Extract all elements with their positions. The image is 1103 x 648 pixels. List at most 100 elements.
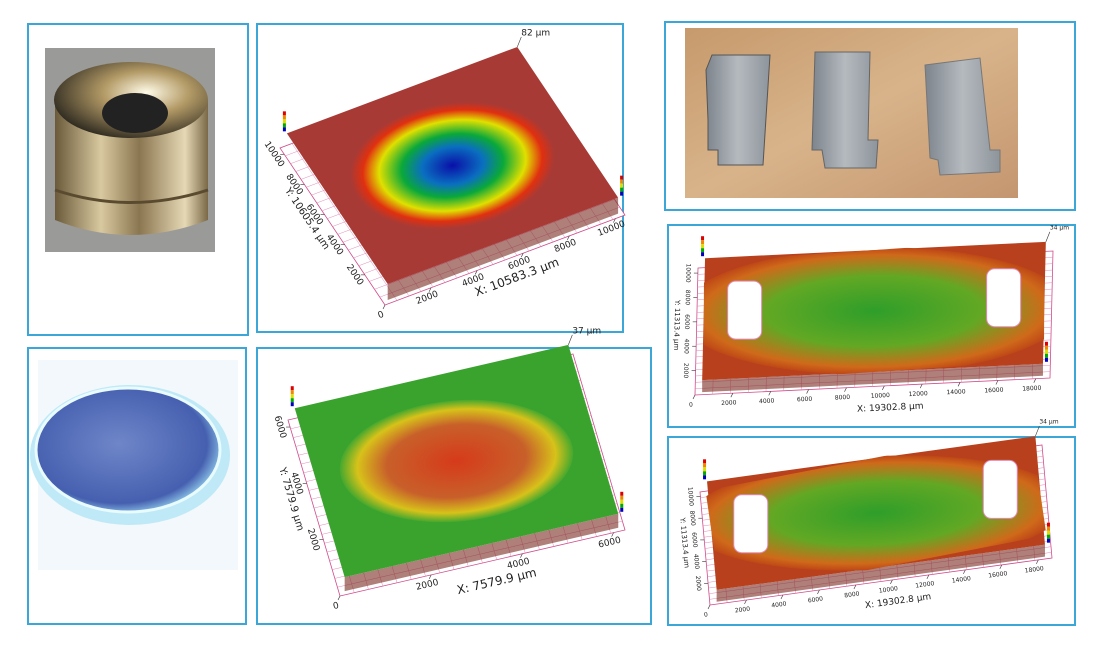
color-bar — [620, 495, 624, 500]
surface-relief — [700, 247, 1048, 375]
x-tick-label: 0 — [704, 611, 709, 618]
peak-marker — [517, 36, 522, 48]
y-tick-label: 2000 — [682, 363, 689, 379]
color-bar — [620, 503, 624, 508]
y-tick-label: 6000 — [690, 532, 698, 548]
y-tick-label: 2000 — [694, 575, 702, 591]
color-bar — [620, 191, 624, 196]
color-bar — [620, 179, 624, 184]
peak-label: 82 µm — [521, 28, 550, 38]
color-bar — [703, 463, 707, 468]
color-bar — [1044, 353, 1048, 358]
x-tick-label: 2000 — [721, 399, 737, 407]
x-tick — [520, 253, 524, 258]
x-tick — [853, 584, 857, 590]
x-tick — [882, 385, 885, 391]
color-bar — [620, 175, 624, 180]
color-bar — [1046, 526, 1050, 531]
y-tick-label: 8000 — [688, 510, 696, 526]
color-bar — [701, 248, 705, 253]
x-tick — [707, 604, 711, 610]
x-tick — [995, 380, 999, 385]
x-tick-label: 8000 — [844, 590, 860, 599]
x-tick-label: 18000 — [1024, 565, 1044, 575]
x-tick-label: 16000 — [984, 387, 1004, 395]
peak-marker — [1045, 231, 1051, 242]
color-bar — [1046, 534, 1050, 539]
color-bar — [1044, 349, 1048, 354]
x-tick — [768, 391, 772, 396]
color-bar — [1046, 538, 1050, 543]
x-tick — [1036, 559, 1039, 565]
surface-side — [387, 197, 619, 301]
color-bar — [701, 236, 705, 241]
color-bar — [290, 390, 294, 395]
x-tick — [806, 389, 809, 394]
x-tick — [926, 574, 930, 580]
x-tick-label: 12000 — [915, 580, 935, 590]
color-bar — [620, 183, 624, 188]
surface-plot: 34 µm 0 2000 4000 6000 8000 10000 12000 14000 160… — [678, 419, 1059, 619]
peak-label: 34 µm — [1050, 224, 1069, 231]
x-tick-label: 14000 — [946, 388, 966, 396]
peak-marker — [568, 334, 573, 345]
y-tick-label: 10000 — [686, 487, 695, 507]
y-tick-label: 8000 — [684, 290, 691, 306]
surface-side — [716, 544, 1045, 602]
x-tick — [744, 599, 747, 605]
surface-side — [702, 363, 1043, 393]
x-tick-label: 4000 — [771, 600, 787, 609]
color-bar — [290, 386, 294, 391]
y-tick-label: 4000 — [682, 339, 689, 355]
x-tick-label: 10000 — [871, 392, 891, 400]
color-bar — [290, 398, 294, 403]
color-bar — [290, 402, 294, 407]
surface-side — [344, 513, 619, 592]
x-tick — [337, 595, 341, 601]
x-tick-label: 0 — [332, 601, 340, 612]
color-bar — [703, 475, 707, 480]
color-bar — [1044, 341, 1048, 346]
x-tick — [428, 287, 432, 292]
color-bar — [701, 240, 705, 245]
x-tick-label: 10000 — [878, 585, 898, 595]
color-bar — [282, 127, 286, 132]
brass-photo — [45, 48, 215, 252]
x-tick — [999, 564, 1003, 570]
color-bar — [703, 467, 707, 472]
x-tick-label: 2000 — [734, 605, 750, 614]
x-tick — [692, 394, 696, 400]
x-tick-label: 0 — [689, 401, 693, 408]
x-tick-label: 6000 — [807, 595, 823, 604]
color-bar — [1046, 530, 1050, 535]
x-tick — [957, 382, 961, 387]
x-tick-label: 6000 — [797, 396, 813, 404]
x-tick — [817, 589, 820, 595]
x-tick-label: 8000 — [835, 394, 851, 402]
color-bar — [620, 507, 624, 512]
color-bar — [620, 187, 624, 192]
cutout — [986, 268, 1022, 328]
surface-relief — [339, 399, 574, 523]
x-tick — [963, 569, 966, 575]
color-bar — [703, 459, 707, 464]
disk-photo — [30, 360, 238, 570]
x-tick — [567, 235, 570, 241]
color-bar — [1046, 522, 1050, 527]
x-tick — [382, 304, 386, 310]
x-tick — [611, 532, 614, 537]
x-tick — [730, 393, 734, 398]
x-tick — [428, 574, 432, 580]
color-bar — [282, 111, 286, 116]
x-tick-label: 12000 — [908, 390, 928, 398]
color-bar — [620, 499, 624, 504]
x-tick — [844, 387, 847, 392]
x-tick — [613, 218, 616, 223]
x-tick — [890, 579, 893, 585]
y-axis-label: Y: 11313.4 µm — [672, 299, 681, 351]
x-tick-label: 16000 — [988, 570, 1008, 580]
color-bar — [290, 394, 294, 399]
x-tick-label: 18000 — [1022, 385, 1042, 393]
